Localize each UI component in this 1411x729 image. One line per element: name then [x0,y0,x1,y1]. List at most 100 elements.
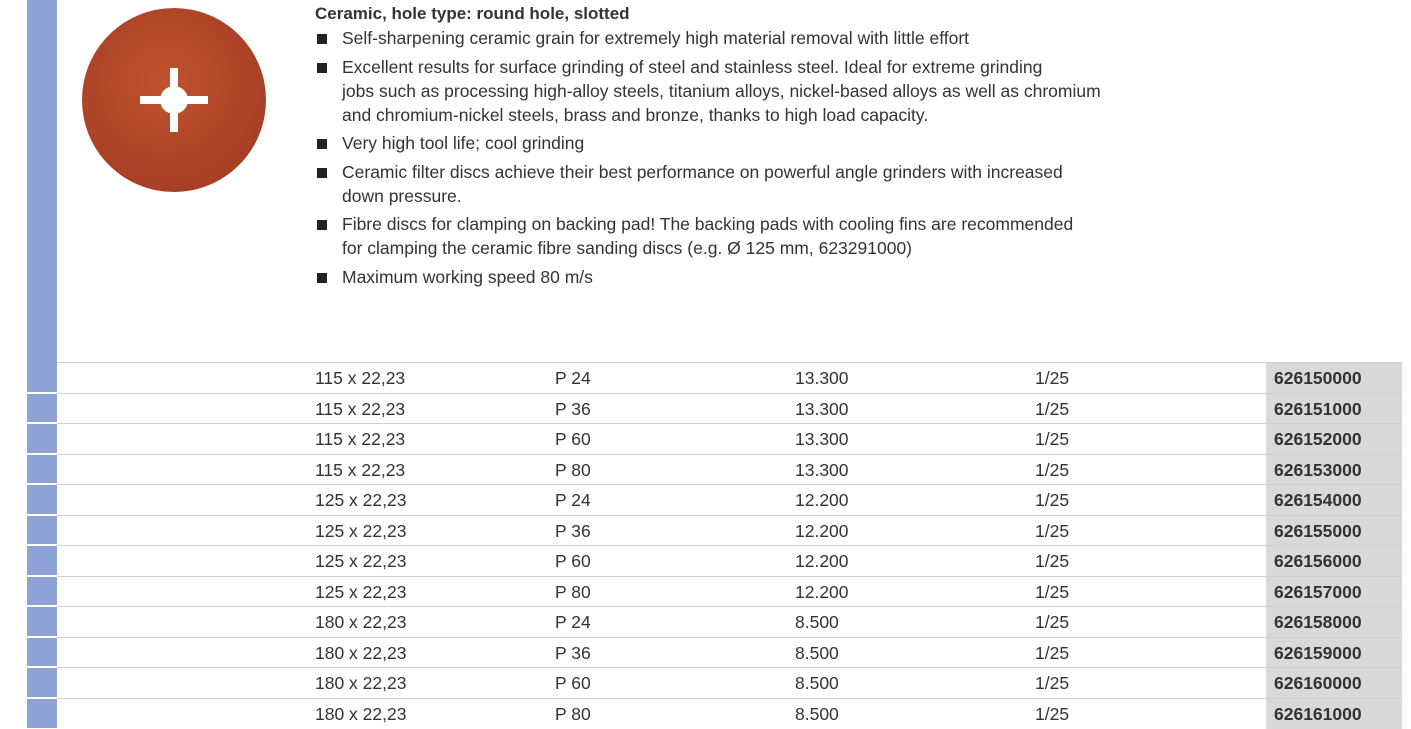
table-cell: 12.200 [795,520,849,541]
table-row: 115 x 22,23 P 60 13.300 1/25 626152000 [57,423,1402,454]
table-row: 115 x 22,23 P 24 13.300 1/25 626150000 [57,362,1402,393]
bar-separator [27,513,57,516]
table-cell: 8.500 [795,612,839,632]
table-cell: P 60 [555,673,591,693]
bullet-text: down pressure. [342,185,462,206]
table-cell: 1/25 [1035,398,1070,419]
table-cell: 1/25 [1035,673,1070,693]
table-cell: 115 x 22,23 [315,429,406,449]
table-row: 115 x 22,23 P 80 13.300 1/25 626153000 [57,453,1402,485]
table-cell: 180 x 22,23 [315,703,407,724]
table-row: 125 x 22,23 P 80 12.200 1/25 626157000 [57,575,1402,607]
table-cell: P 36 [555,398,591,419]
bullet-text: and chromium-nickel steels, brass and br… [342,104,929,125]
article-number: 626158000 [1266,607,1402,637]
table-cell: 13.300 [795,398,849,419]
table-cell: 13.300 [795,429,849,449]
bullet-text: for clamping the ceramic fibre sanding d… [342,238,913,258]
table-cell: 180 x 22,23 [315,673,407,693]
bar-separator [27,605,57,607]
disc-image [82,8,266,192]
table-cell: 115 x 22,23 [315,459,406,480]
table-cell: 13.300 [795,459,849,480]
table-cell: P 36 [555,642,591,663]
bullet-marker [317,34,327,44]
table-cell: 125 x 22,23 [315,520,407,541]
table-cell: 125 x 22,23 [315,490,407,510]
table-cell: P 60 [555,429,591,449]
bar-separator [27,696,57,699]
table-row: 125 x 22,23 P 60 12.200 1/25 626156000 [57,545,1402,576]
table-cell: 180 x 22,23 [315,642,407,663]
table-cell: 1/25 [1035,490,1070,510]
table-cell: 180 x 22,23 [315,612,407,632]
table-cell: P 80 [555,703,591,724]
title: Ceramic, hole type: round hole, slotted [315,4,630,23]
table-cell: P 24 [555,490,591,510]
article-number: 626150000 [1266,363,1402,393]
table-cell: 12.200 [795,490,849,510]
bar-separator [27,544,57,546]
bar-separator [27,574,57,577]
bar-separator [27,635,57,638]
bullet-marker [317,62,327,73]
table-row: 180 x 22,23 P 36 8.500 1/25 626159000 [57,636,1402,668]
article-number: 626156000 [1266,546,1402,576]
table-cell: 13.300 [795,368,849,388]
table-cell: 8.500 [795,642,839,663]
table-cell: P 24 [555,368,591,388]
article-number: 626153000 [1266,454,1402,485]
bar-separator [27,422,57,424]
bullet-marker [317,139,327,149]
bar-separator [27,666,57,668]
bar-separator [27,483,57,485]
article-number: 626159000 [1266,637,1402,668]
table-cell: 12.200 [795,581,849,602]
article-number: 626157000 [1266,576,1402,607]
table-row: 180 x 22,23 P 80 8.500 1/25 626161000 [57,697,1402,729]
table-cell: 1/25 [1035,703,1070,724]
table-cell: 1/25 [1035,612,1070,632]
table-cell: 8.500 [795,673,839,693]
article-number: 626160000 [1266,668,1402,698]
table-cell: 12.200 [795,551,849,571]
table-cell: P 80 [555,581,591,602]
table-cell: 1/25 [1035,642,1070,663]
bullet-text: Fibre discs for clamping on backing pad!… [342,214,1074,234]
article-number: 626155000 [1266,515,1402,546]
table-cell: 1/25 [1035,368,1070,388]
bullet-marker [317,167,327,178]
table-cell: P 36 [555,520,591,541]
table-cell: 1/25 [1035,429,1070,449]
table-cell: P 60 [555,551,591,571]
bar-separator [27,452,57,455]
table-cell: 115 x 22,23 [315,398,406,419]
article-number: 626154000 [1266,485,1402,515]
table-cell: 1/25 [1035,551,1070,571]
table-cell: 1/25 [1035,459,1070,480]
bullet-text: jobs such as processing high-alloy steel… [342,80,1101,101]
bullet-text: Very high tool life; cool grinding [342,133,585,153]
table-row: 125 x 22,23 P 36 12.200 1/25 626155000 [57,514,1402,546]
table-cell: 1/25 [1035,581,1070,602]
table-cell: 1/25 [1035,520,1070,541]
article-number: 626161000 [1266,698,1402,729]
table-cell: P 24 [555,612,591,632]
table-cell: 8.500 [795,703,839,724]
article-number: 626152000 [1266,424,1402,454]
table-cell: 125 x 22,23 [315,551,407,571]
table-row: 180 x 22,23 P 24 8.500 1/25 626158000 [57,606,1402,637]
bullet-text: Maximum working speed 80 m/s [342,266,593,287]
bullet-text: Ceramic filter discs achieve their best … [342,161,1063,182]
table-row: 115 x 22,23 P 36 13.300 1/25 626151000 [57,392,1402,424]
bullet-text: Excellent results for surface grinding o… [342,56,1043,77]
table-cell: 115 x 22,23 [315,368,406,388]
bullet-marker [317,220,327,230]
side-bar [27,0,57,728]
bullet-text: Self-sharpening ceramic grain for extrem… [342,28,970,48]
bullet-marker [317,272,327,283]
article-number: 626151000 [1266,393,1402,424]
table-row: 125 x 22,23 P 24 12.200 1/25 626154000 [57,484,1402,515]
table-row: 180 x 22,23 P 60 8.500 1/25 626160000 [57,667,1402,698]
